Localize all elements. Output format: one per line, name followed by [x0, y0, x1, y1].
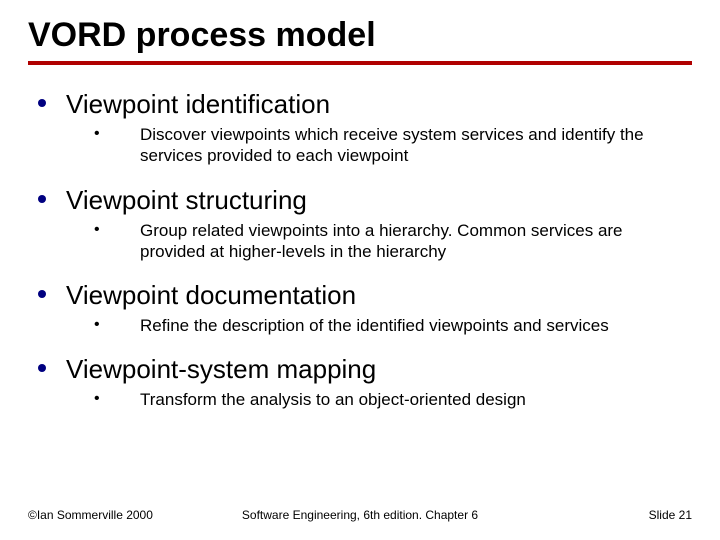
accent-bar — [28, 61, 692, 65]
subitem-text: Transform the analysis to an object-orie… — [140, 389, 546, 410]
content-body: Viewpoint identification • Discover view… — [28, 89, 692, 411]
item-label: Viewpoint-system mapping — [66, 354, 376, 385]
sub-bullet-icon: • — [94, 389, 140, 408]
bullet-icon — [38, 354, 66, 372]
list-subitem: • Group related viewpoints into a hierar… — [38, 220, 692, 263]
slide-title: VORD process model — [28, 16, 692, 55]
list-item: Viewpoint documentation — [38, 280, 692, 311]
list-subitem: • Transform the analysis to an object-or… — [38, 389, 692, 410]
list-subitem: • Discover viewpoints which receive syst… — [38, 124, 692, 167]
item-label: Viewpoint documentation — [66, 280, 356, 311]
list-item: Viewpoint-system mapping — [38, 354, 692, 385]
subitem-text: Refine the description of the identified… — [140, 315, 629, 336]
footer: ©Ian Sommerville 2000 Software Engineeri… — [0, 508, 720, 522]
slide: VORD process model Viewpoint identificat… — [0, 0, 720, 540]
bullet-icon — [38, 185, 66, 203]
footer-right: Slide 21 — [649, 508, 692, 522]
bullet-icon — [38, 280, 66, 298]
list-subitem: • Refine the description of the identifi… — [38, 315, 692, 336]
subitem-text: Group related viewpoints into a hierarch… — [140, 220, 692, 263]
sub-bullet-icon: • — [94, 124, 140, 143]
sub-bullet-icon: • — [94, 315, 140, 334]
footer-left: ©Ian Sommerville 2000 — [28, 508, 153, 522]
item-label: Viewpoint structuring — [66, 185, 307, 216]
list-item: Viewpoint structuring — [38, 185, 692, 216]
list-item: Viewpoint identification — [38, 89, 692, 120]
item-label: Viewpoint identification — [66, 89, 330, 120]
bullet-icon — [38, 89, 66, 107]
subitem-text: Discover viewpoints which receive system… — [140, 124, 692, 167]
sub-bullet-icon: • — [94, 220, 140, 239]
